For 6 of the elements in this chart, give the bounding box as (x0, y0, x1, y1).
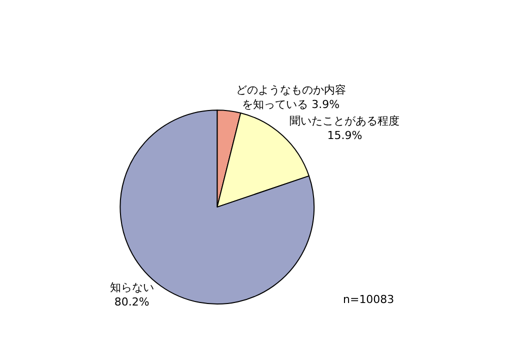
text: n=10083 (343, 293, 394, 306)
slice-label: 知らない (110, 281, 154, 294)
data-label: 15.9% (327, 129, 362, 142)
data-label: 80.2% (114, 296, 150, 309)
slice-label: 聞いたことがある程度 (290, 114, 400, 128)
slice-label: どのようなものか内容を知っている 3.9% (236, 84, 346, 112)
